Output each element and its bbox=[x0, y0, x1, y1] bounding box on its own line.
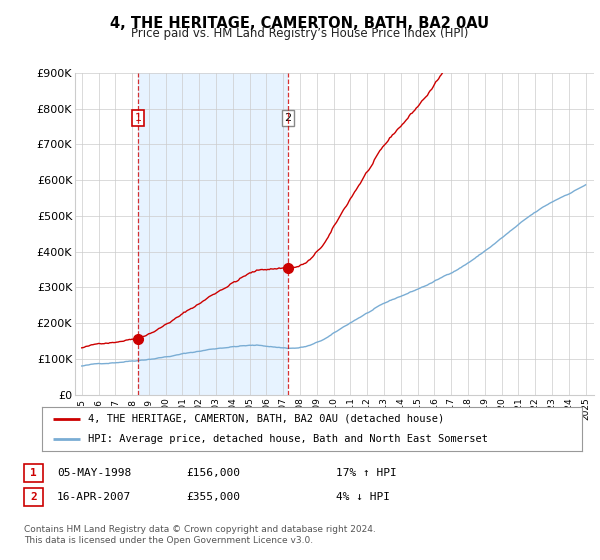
Text: 05-MAY-1998: 05-MAY-1998 bbox=[57, 468, 131, 478]
Text: 2: 2 bbox=[30, 492, 37, 502]
Text: 17% ↑ HPI: 17% ↑ HPI bbox=[336, 468, 397, 478]
Text: 1: 1 bbox=[134, 113, 142, 123]
Text: 2: 2 bbox=[284, 113, 292, 123]
Bar bbox=[138, 73, 288, 395]
Text: Contains HM Land Registry data © Crown copyright and database right 2024.
This d: Contains HM Land Registry data © Crown c… bbox=[24, 525, 376, 545]
Text: 4% ↓ HPI: 4% ↓ HPI bbox=[336, 492, 390, 502]
Text: £156,000: £156,000 bbox=[186, 468, 240, 478]
Text: HPI: Average price, detached house, Bath and North East Somerset: HPI: Average price, detached house, Bath… bbox=[88, 434, 488, 444]
Text: 16-APR-2007: 16-APR-2007 bbox=[57, 492, 131, 502]
Text: 4, THE HERITAGE, CAMERTON, BATH, BA2 0AU (detached house): 4, THE HERITAGE, CAMERTON, BATH, BA2 0AU… bbox=[88, 414, 444, 424]
Text: 1: 1 bbox=[30, 468, 37, 478]
Text: 4, THE HERITAGE, CAMERTON, BATH, BA2 0AU: 4, THE HERITAGE, CAMERTON, BATH, BA2 0AU bbox=[110, 16, 490, 31]
Text: Price paid vs. HM Land Registry’s House Price Index (HPI): Price paid vs. HM Land Registry’s House … bbox=[131, 27, 469, 40]
Text: £355,000: £355,000 bbox=[186, 492, 240, 502]
